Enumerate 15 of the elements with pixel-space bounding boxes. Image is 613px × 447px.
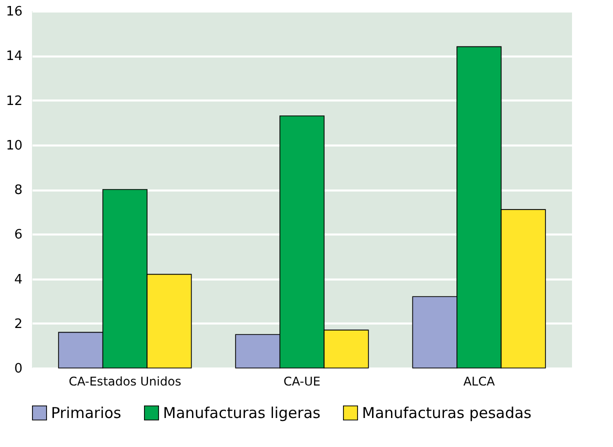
y-tick-label: 4 xyxy=(14,272,22,288)
legend-label: Manufacturas pesadas xyxy=(362,404,532,422)
y-tick-label: 14 xyxy=(6,49,22,64)
y-tick-label: 0 xyxy=(14,362,22,376)
y-tick-label: 10 xyxy=(6,138,22,154)
x-tick-label: ALCA xyxy=(463,374,496,388)
y-tick-label: 12 xyxy=(6,94,22,109)
y-tick-label: 8 xyxy=(14,183,22,198)
y-tick-label: 16 xyxy=(6,4,22,20)
x-tick-label: CA-UE xyxy=(283,374,321,388)
x-tick-label: CA-Estados Unidos xyxy=(68,374,182,388)
legend-label: Manufacturas ligeras xyxy=(163,404,321,422)
y-tick-label: 6 xyxy=(14,228,22,243)
y-tick-label: 2 xyxy=(14,316,22,332)
legend-label: Primarios xyxy=(51,404,122,422)
